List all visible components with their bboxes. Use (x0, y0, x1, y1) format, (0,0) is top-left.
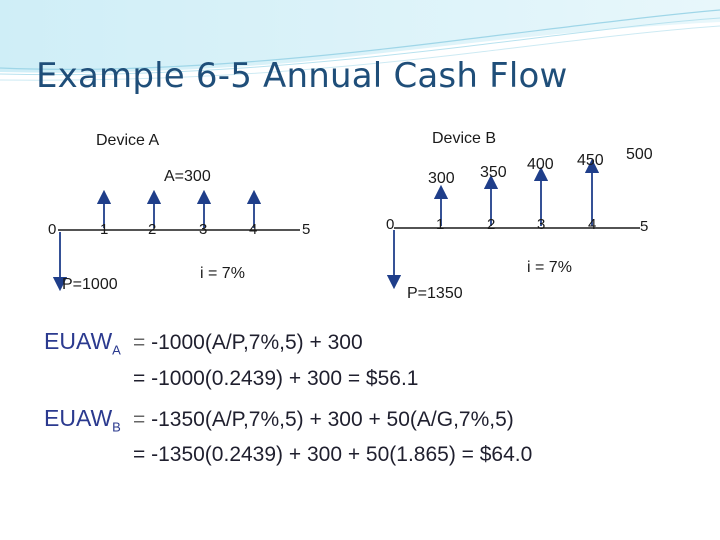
euaw-a-label: EUAWA (44, 328, 121, 358)
device-b-label: Device B (432, 130, 497, 147)
header-wave-decoration (0, 0, 720, 81)
device-a-annual-label: A=300 (164, 168, 211, 185)
device-b-cash-500: 500 (626, 146, 653, 163)
device-a-tick-2: 2 (148, 221, 157, 238)
device-b-cash-450: 450 (577, 152, 604, 169)
device-b-present-label: P=1350 (407, 285, 463, 302)
device-b-tick-2: 2 (487, 216, 496, 233)
device-a-tick-0: 0 (48, 221, 57, 238)
euaw-b-line-2: = -1350(0.2439) + 300 + 50(1.865) = $64.… (133, 443, 533, 466)
device-a-tick-5: 5 (302, 221, 311, 238)
device-b-cash-350: 350 (480, 164, 507, 181)
device-b-rate-label: i = 7% (527, 259, 572, 276)
device-b-tick-0: 0 (386, 216, 395, 233)
device-a-label: Device A (96, 132, 160, 149)
euaw-a-line-2: = -1000(0.2439) + 300 = $56.1 (133, 367, 419, 390)
device-b-tick-1: 1 (436, 216, 445, 233)
device-b-tick-5: 5 (640, 218, 649, 235)
device-b-cash-300: 300 (428, 170, 455, 187)
euaw-a-line-1: = -1000(A/P,7%,5) + 300 (133, 331, 363, 354)
slide-title: Example 6-5 Annual Cash Flow (36, 56, 568, 96)
device-b-tick-3: 3 (537, 216, 546, 233)
device-a-rate-label: i = 7% (200, 265, 245, 282)
device-b-tick-4: 4 (588, 216, 597, 233)
euaw-b-line-1: = -1350(A/P,7%,5) + 300 + 50(A/G,7%,5) (133, 408, 514, 431)
device-a-present-label: P=1000 (62, 276, 118, 293)
device-a-tick-4: 4 (249, 221, 258, 238)
euaw-b-label: EUAWB (44, 405, 121, 435)
device-b-cash-400: 400 (527, 156, 554, 173)
device-a-tick-1: 1 (100, 221, 109, 238)
device-a-tick-3: 3 (199, 221, 208, 238)
